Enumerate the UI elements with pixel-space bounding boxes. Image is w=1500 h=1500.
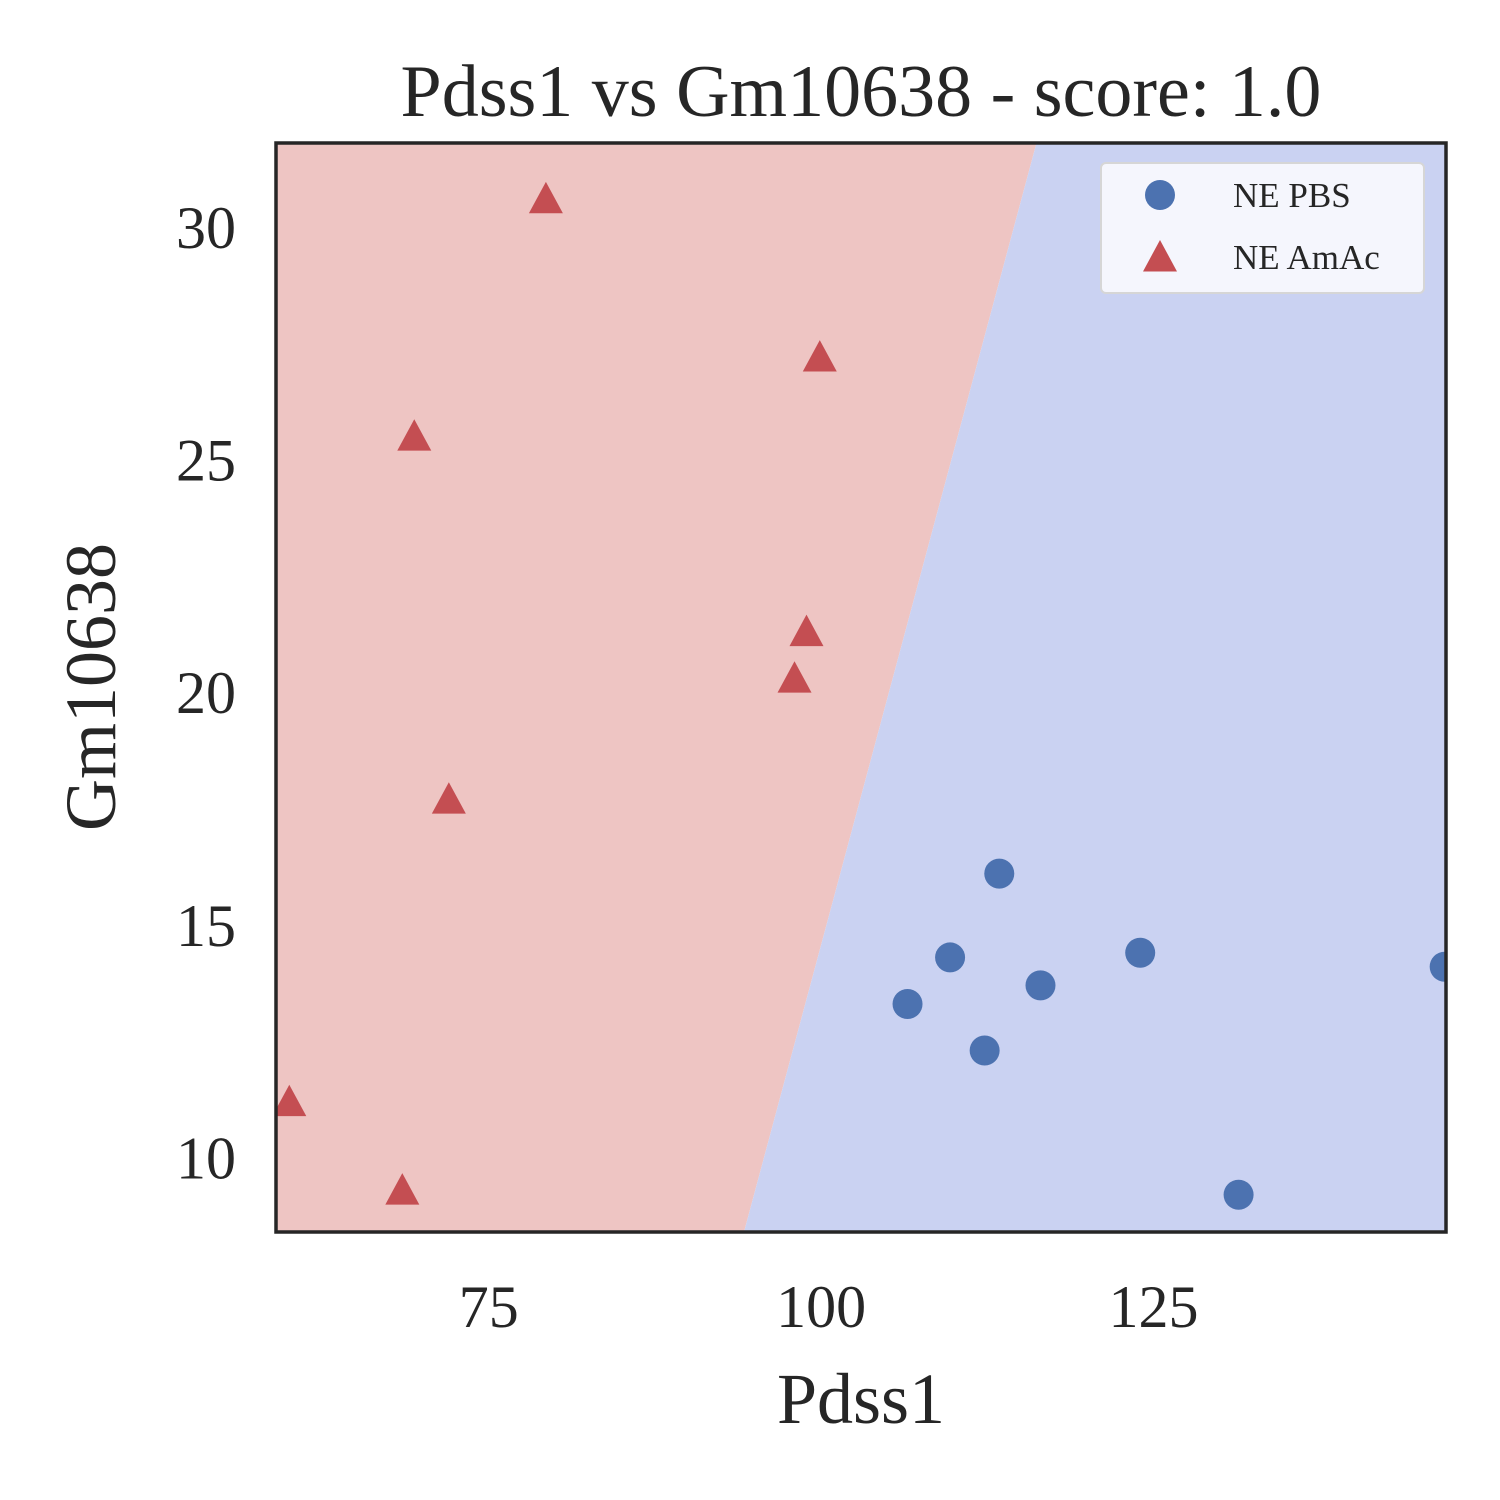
y-axis-label: Gm10638 [51, 543, 131, 831]
data-point-ne-amac [431, 782, 466, 814]
data-point-ne-amac [276, 1084, 307, 1117]
data-point-ne-amac [789, 614, 824, 647]
data-point-ne-pbs [1025, 970, 1056, 1001]
data-point-ne-pbs [969, 1035, 1000, 1066]
region-ne-pbs [744, 143, 1446, 1232]
plot-frame [274, 141, 1448, 1234]
y-tick-label: 10 [176, 1126, 236, 1192]
y-tick-label: 30 [176, 195, 236, 261]
y-tick-label: 25 [176, 427, 236, 493]
data-point-ne-pbs [892, 988, 923, 1019]
legend-marker-ne-pbs [1145, 180, 1175, 210]
legend-box [1100, 162, 1425, 294]
plot-area [276, 143, 1446, 1232]
data-point-ne-amac [397, 419, 432, 451]
data-point-ne-amac [777, 661, 812, 693]
data-point-ne-pbs [935, 942, 966, 973]
x-axis-label: Pdss1 [777, 1359, 945, 1439]
x-tick-label: 75 [459, 1274, 519, 1340]
data-point-ne-pbs [1429, 951, 1446, 982]
data-point-ne-amac [528, 181, 563, 214]
data-markers [276, 181, 1446, 1210]
y-axis-ticks: 10 15 20 25 30 [176, 195, 236, 1192]
legend-label-ne-amac: NE AmAc [1233, 238, 1380, 277]
x-tick-label: 125 [1109, 1274, 1199, 1340]
chart-title: Pdss1 vs Gm10638 - score: 1.0 [401, 51, 1322, 133]
y-tick-label: 20 [176, 660, 236, 726]
data-point-ne-pbs [984, 858, 1015, 889]
data-point-ne-pbs [1125, 937, 1156, 968]
legend-marker-ne-amac [1143, 240, 1177, 272]
data-point-ne-amac [802, 340, 837, 372]
legend: NE PBS NE AmAc [1100, 162, 1425, 294]
region-ne-amac [276, 143, 1037, 1232]
legend-label-ne-pbs: NE PBS [1233, 176, 1351, 215]
x-axis-ticks: 75 100 125 [459, 1274, 1199, 1340]
data-point-ne-pbs [1223, 1179, 1254, 1210]
y-tick-label: 15 [176, 893, 236, 959]
x-tick-label: 100 [776, 1274, 866, 1340]
data-point-ne-amac [385, 1173, 420, 1205]
